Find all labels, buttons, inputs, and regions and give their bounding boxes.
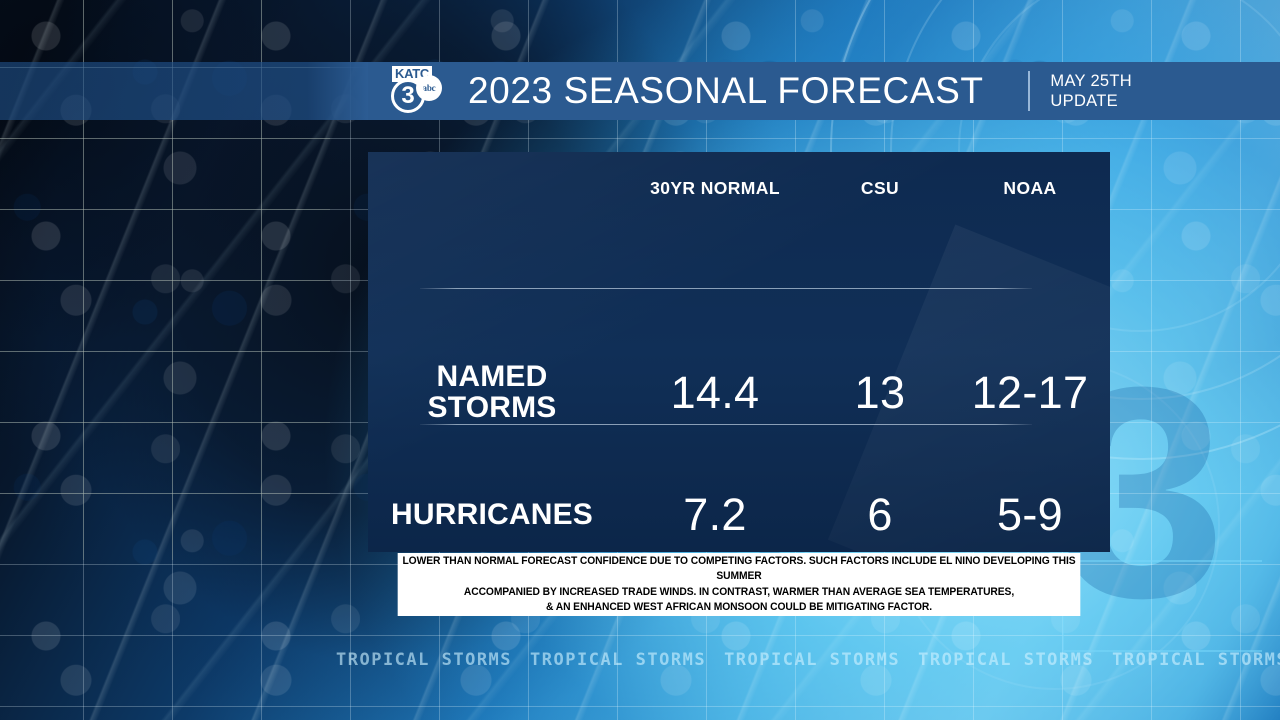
column-header-csu: CSU: [860, 177, 900, 198]
disclaimer-line-3: & AN ENHANCED WEST AFRICAN MONSOON COULD…: [546, 601, 932, 613]
row-label-hurricanes: HURRICANES: [390, 497, 593, 531]
cell-hurricanes-csu: 6: [867, 488, 893, 540]
forecast-table-panel: 30YR NORMAL CSU NOAA NAMED STORMS 14.4 1…: [368, 152, 1110, 552]
cell-named-storms-csu: 13: [854, 366, 906, 418]
ticker-item: TROPICAL STORMS: [724, 650, 901, 670]
accent-frame-decoration: [1062, 560, 1262, 652]
channel-number: 3: [391, 79, 425, 113]
cell-hurricanes-noaa: 5-9: [997, 488, 1063, 540]
ticker-item: TROPICAL STORMS: [336, 650, 513, 670]
forecast-disclaimer: LOWER THAN NORMAL FORECAST CONFIDENCE DU…: [397, 553, 1081, 616]
ticker-item: TROPICAL STORMS: [530, 650, 707, 670]
row-divider: [420, 424, 1032, 425]
cell-named-storms-noaa: 12-17: [971, 366, 1089, 418]
page-title: 2023 SEASONAL FORECAST: [468, 70, 984, 111]
header-bar-inner: KATC abc 3 2023 SEASONAL FORECAST MAY 25…: [368, 62, 1280, 120]
ticker-item: TROPICAL STORMS: [918, 650, 1095, 670]
update-stamp: MAY 25TH UPDATE: [1028, 71, 1132, 111]
tropical-storms-ticker: TROPICAL STORMS TROPICAL STORMS TROPICAL…: [0, 645, 1280, 675]
table-header-row: 30YR NORMAL CSU NOAA: [368, 174, 1110, 202]
disclaimer-line-2: ACCOMPANIED BY INCREASED TRADE WINDS. IN…: [463, 585, 1015, 598]
ticker-item: TROPICAL STORMS: [1112, 650, 1280, 670]
katc-3-abc-logo: KATC abc 3: [384, 66, 448, 116]
update-date: MAY 25TH: [1050, 72, 1132, 90]
cell-named-storms-normal: 14.4: [670, 366, 760, 418]
column-header-30yr-normal: 30YR NORMAL: [650, 177, 780, 198]
table-row: HURRICANES 7.2 6 5-9: [368, 472, 1110, 552]
header-bar: KATC abc 3 2023 SEASONAL FORECAST MAY 25…: [0, 62, 1280, 120]
disclaimer-line-1: LOWER THAN NORMAL FORECAST CONFIDENCE DU…: [402, 554, 1076, 583]
update-label: UPDATE: [1050, 92, 1118, 110]
column-header-noaa: NOAA: [1003, 177, 1057, 198]
row-label-named-storms: NAMED STORMS: [427, 360, 557, 424]
cell-hurricanes-normal: 7.2: [683, 488, 747, 540]
table-row: NAMED STORMS 14.4 13 12-17: [368, 350, 1110, 434]
row-divider: [420, 288, 1032, 289]
